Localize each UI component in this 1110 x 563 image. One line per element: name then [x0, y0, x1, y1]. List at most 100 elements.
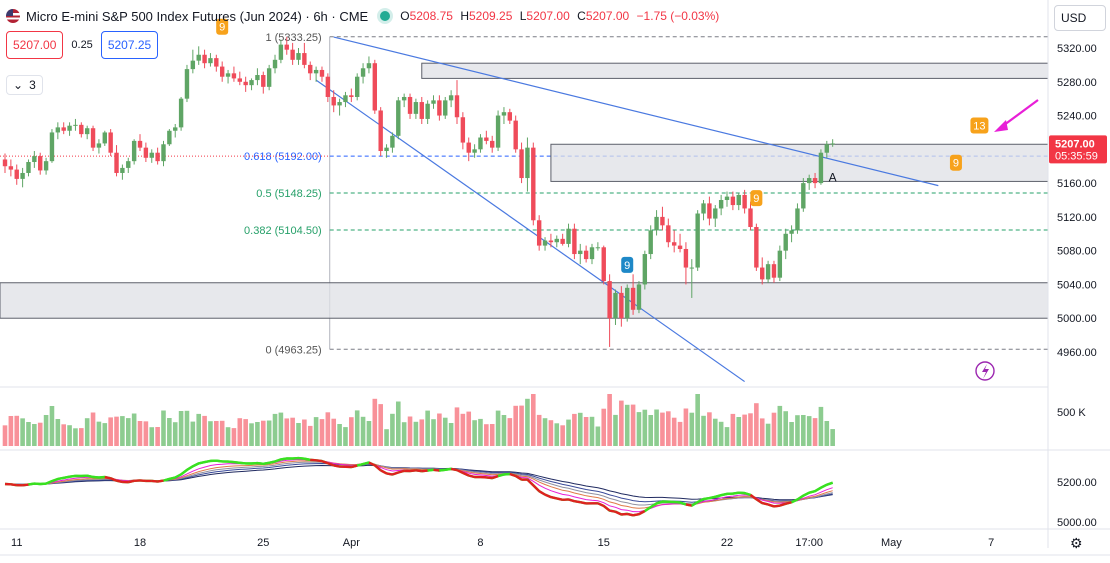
price-tick-label: 5120.00: [1057, 212, 1097, 224]
indicators-toggle-button[interactable]: ⌄ 3: [6, 75, 43, 95]
candle-body: [108, 132, 113, 153]
trend-ma-segment: [127, 479, 135, 484]
volume-bar: [43, 415, 49, 446]
volume-bar: [20, 418, 25, 446]
candle-body: [824, 144, 829, 153]
candle-body: [484, 137, 489, 141]
trend-ma-segment: [92, 475, 100, 479]
supply-demand-zones[interactable]: [0, 62, 1049, 319]
candle-body: [507, 112, 513, 121]
moving-average-line: [4, 456, 834, 517]
candlestick-series: [2, 37, 835, 347]
volume-bar: [172, 422, 178, 446]
volume-bar: [319, 419, 325, 446]
candle-body: [143, 147, 149, 158]
trend-ma-segment: [515, 475, 523, 481]
buy-button[interactable]: 5207.25: [100, 31, 159, 59]
trend-ma-segment: [333, 464, 340, 468]
trend-ma-segment: [574, 500, 581, 504]
trend-ma-segment: [626, 512, 634, 517]
candle-body: [231, 73, 237, 79]
volume-bar: [583, 417, 589, 446]
moving-average-ribbon: [4, 456, 834, 517]
candle-body: [243, 81, 248, 86]
time-tick-label: 15: [598, 537, 610, 549]
trend-ma-segment: [380, 469, 388, 475]
volume-bar: [137, 421, 143, 446]
sequential-count-label: 9: [753, 193, 759, 205]
candle-body: [2, 159, 8, 167]
candle-body: [460, 117, 466, 143]
time-axis[interactable]: 11 18 25 Apr 8 15 22 17:00 May 7: [0, 537, 1110, 556]
sell-button[interactable]: 5207.00: [6, 31, 64, 59]
trend-ma-segment: [192, 462, 200, 468]
currency-select[interactable]: USD: [1054, 5, 1106, 31]
price-axis[interactable]: 5320.00 5280.00 5240.00 5200.00 5160.00 5120.…: [0, 0, 1110, 548]
candle-body: [689, 267, 694, 269]
trend-ma-segment: [632, 513, 640, 517]
candle-body: [583, 250, 589, 260]
candle-body: [161, 144, 166, 162]
candle-body: [513, 120, 518, 150]
candle-body: [313, 69, 319, 74]
volume-bar: [777, 405, 783, 446]
trend-ma-segment: [198, 460, 205, 465]
candle-body: [372, 63, 378, 111]
settings-gear-icon[interactable]: ⚙: [1070, 535, 1083, 551]
volume-bar: [801, 415, 806, 446]
trend-ma-segment: [532, 484, 541, 493]
volume-bar: [14, 415, 20, 446]
price-tick-label: 4960.00: [1057, 347, 1097, 359]
volume-bar: [278, 412, 284, 446]
trend-ma-segment: [602, 504, 611, 512]
volume-bar: [96, 421, 102, 446]
candle-body: [630, 287, 636, 310]
volume-bar: [302, 419, 307, 446]
volume-bar: [120, 416, 125, 446]
price-zone: [421, 62, 1049, 79]
volume-bar: [49, 406, 55, 446]
candle-body: [14, 169, 19, 179]
trend-ma-segment: [597, 502, 605, 508]
us-flag-icon: [6, 9, 20, 23]
trend-ma-segment: [703, 496, 710, 501]
trend-ma-segment: [714, 494, 722, 498]
volume-bar: [624, 404, 630, 446]
candle-body: [812, 178, 818, 184]
trend-ma-segment: [362, 461, 370, 466]
candle-body: [801, 183, 806, 209]
volume-bar: [795, 415, 800, 446]
volume-bar: [560, 425, 565, 446]
sequential-annotations: 9 9 9 9 13 A: [216, 18, 1039, 381]
moving-average-line: [4, 458, 833, 513]
trend-ma-segment: [239, 461, 246, 465]
spread-value: 0.25: [71, 39, 93, 51]
volume-bar: [701, 415, 706, 446]
candle-body: [666, 225, 671, 243]
last-price-badge: [1049, 135, 1107, 164]
volume-bar: [184, 410, 190, 446]
fib-level-label: 1 (5333.25): [265, 32, 321, 44]
sequential-count-badge: [750, 190, 763, 207]
volume-bar: [431, 419, 436, 446]
trend-ma-segment: [767, 503, 775, 508]
symbol-title[interactable]: Micro E-mini S&P 500 Index Futures (Jun …: [26, 8, 369, 24]
volume-bar: [806, 416, 812, 446]
price-zone: [0, 282, 1049, 319]
trendlines[interactable]: [315, 36, 939, 383]
ohlc-values: O5208.75 H5209.25 L5207.00 C5207.00 −1.7…: [400, 9, 723, 23]
volume-bar: [307, 425, 313, 446]
trend-ma-segment: [374, 464, 382, 472]
candle-body: [120, 167, 125, 173]
sequential-count-badge: [970, 117, 989, 134]
trend-ma-segment: [638, 510, 646, 516]
volume-bar: [660, 412, 665, 446]
trend-ma-segment: [356, 462, 364, 467]
volume-bar: [437, 413, 442, 446]
symbol-header: Micro E-mini S&P 500 Index Futures (Jun …: [6, 6, 723, 26]
trend-ma-segment: [98, 475, 105, 479]
volume-bar: [472, 420, 477, 446]
volume-bar: [32, 424, 37, 446]
candle-body: [131, 140, 137, 162]
